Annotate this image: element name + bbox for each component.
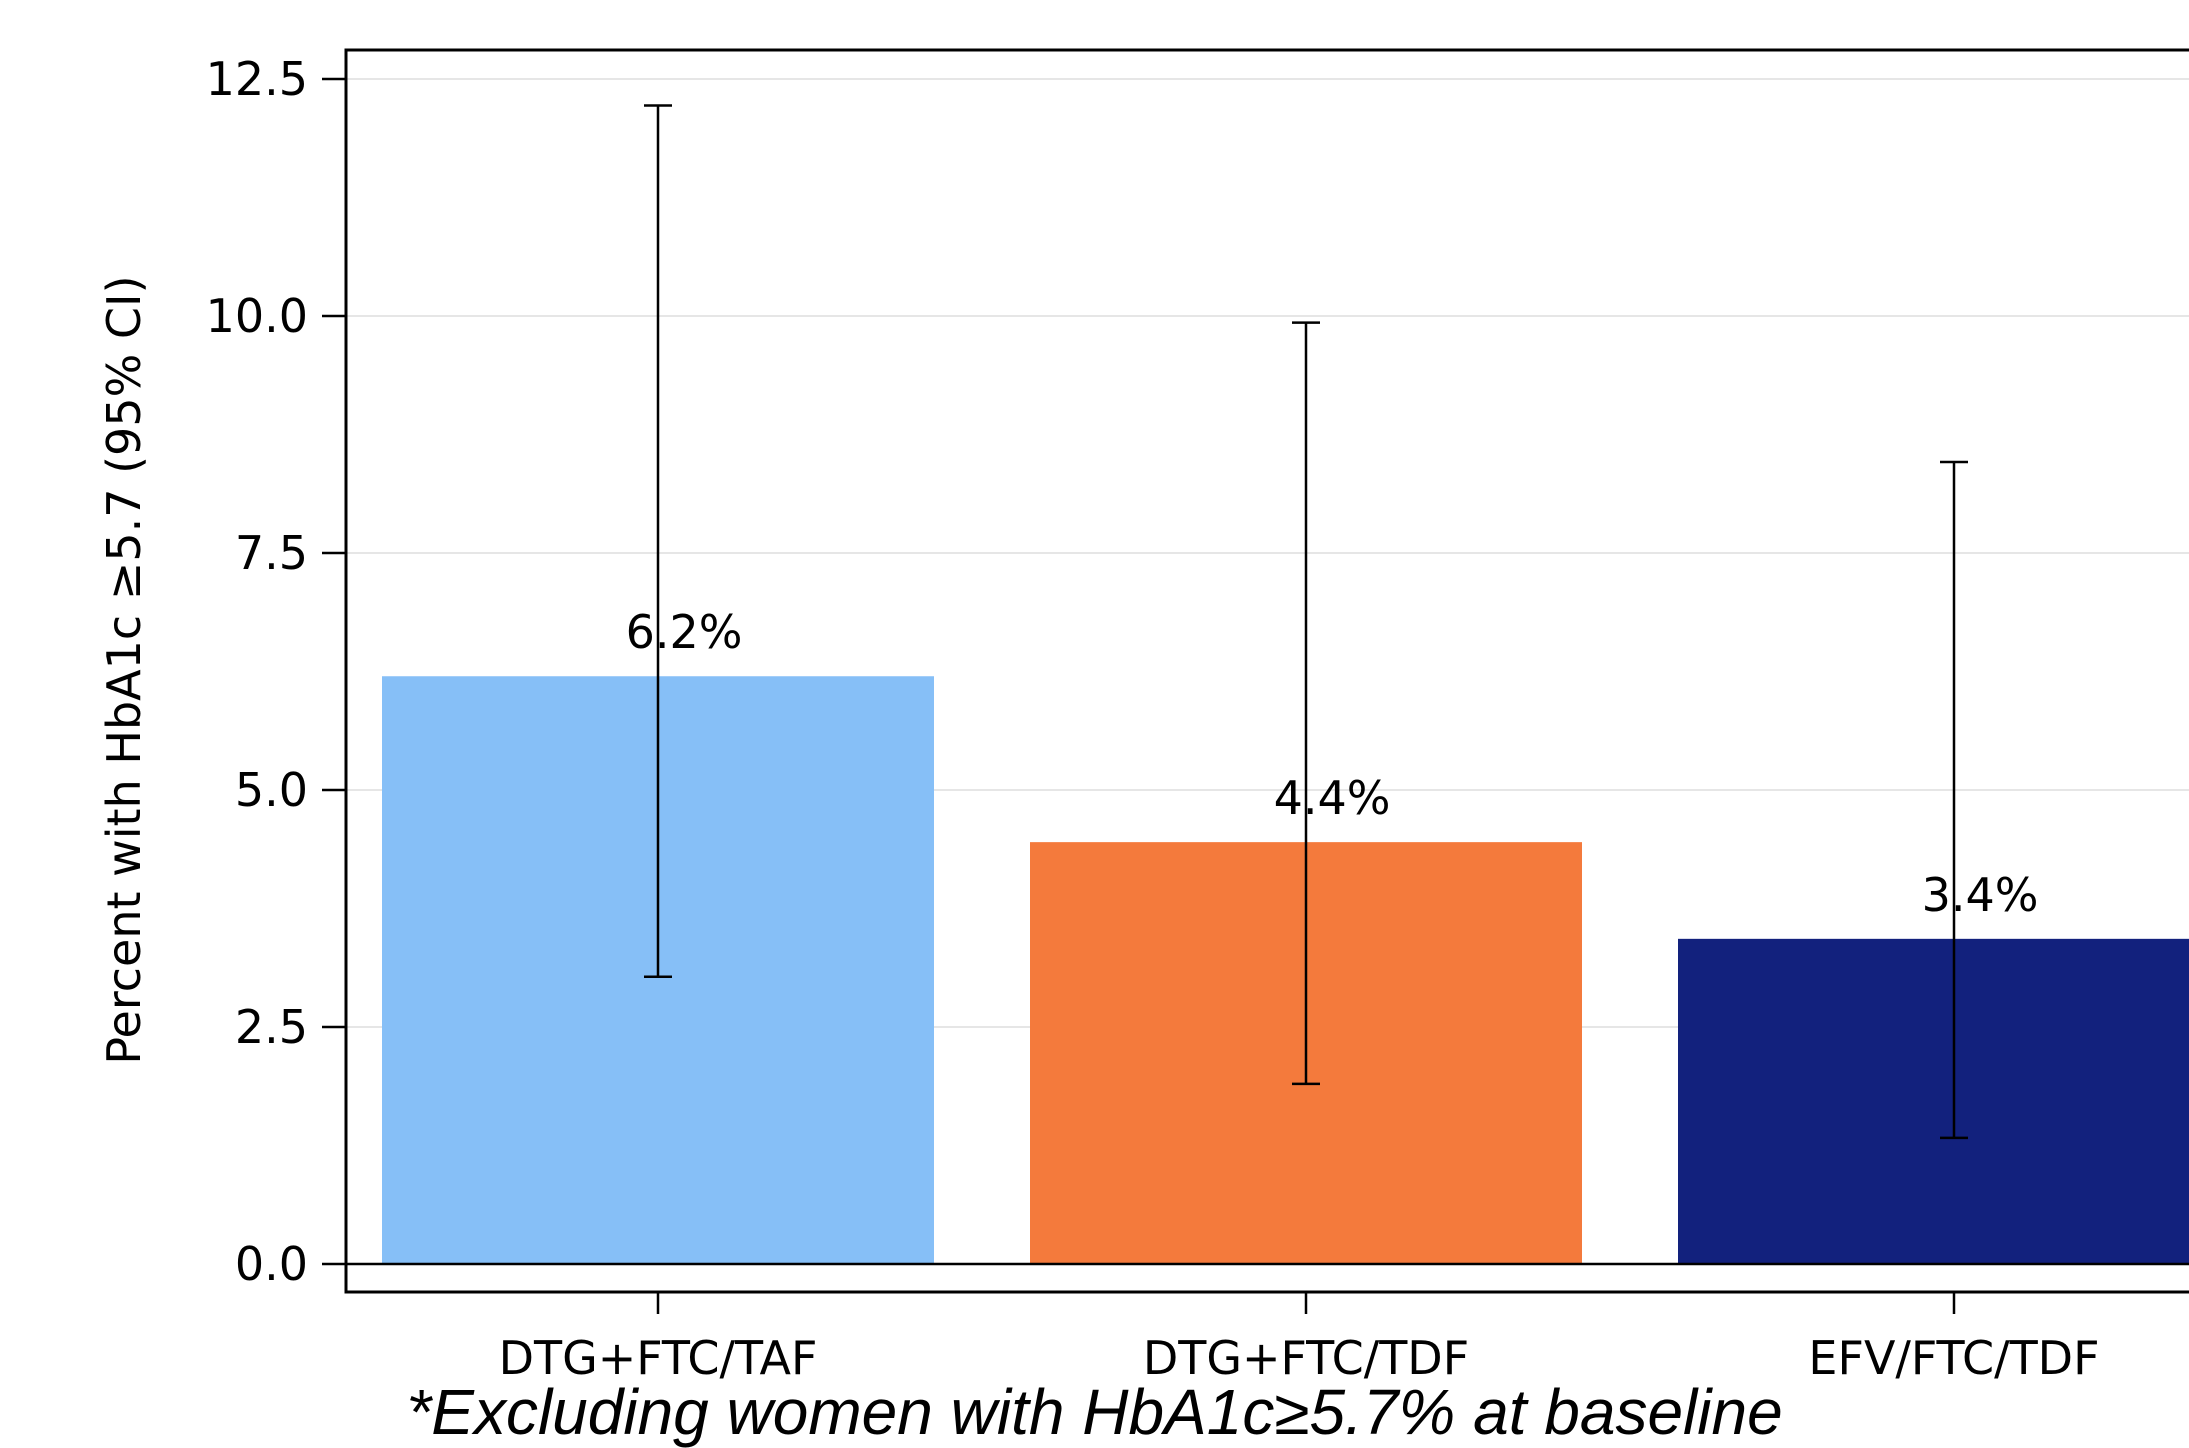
bars xyxy=(382,676,2189,1264)
y-axis-title: Percent with HbA1c ≥5.7 (95% CI) xyxy=(97,275,151,1064)
plot-frame xyxy=(344,48,2189,1294)
y-tick-label: 0.0 xyxy=(235,1237,308,1291)
x-tick-label: DTG+FTC/TDF xyxy=(1143,1331,1469,1385)
bar xyxy=(1678,938,2189,1264)
data-label: 6.2% xyxy=(626,605,743,659)
x-tick-label: EFV/FTC/TDF xyxy=(1808,1331,2099,1385)
y-tick-label: 12.5 xyxy=(206,52,308,106)
y-tick-label: 10.0 xyxy=(206,289,308,343)
footnote: *Excluding women with HbA1c≥5.7% at base… xyxy=(406,1376,1783,1448)
error-bars xyxy=(644,104,1968,1140)
axes: 0.0 2.5 5.0 7.5 10.0 12.5 DTG+FTC/TAF DTG+FTC/T… xyxy=(206,48,2189,1385)
data-label: 3.4% xyxy=(1922,868,2039,922)
y-tick-label: 5.0 xyxy=(235,763,308,817)
data-label: 4.4% xyxy=(1274,771,1391,825)
x-tick-label: DTG+FTC/TAF xyxy=(499,1331,818,1385)
y-tick-label: 2.5 xyxy=(235,1000,308,1054)
data-labels: 6.2% 4.4% 3.4% xyxy=(626,605,2039,922)
y-tick-label: 7.5 xyxy=(235,526,308,580)
